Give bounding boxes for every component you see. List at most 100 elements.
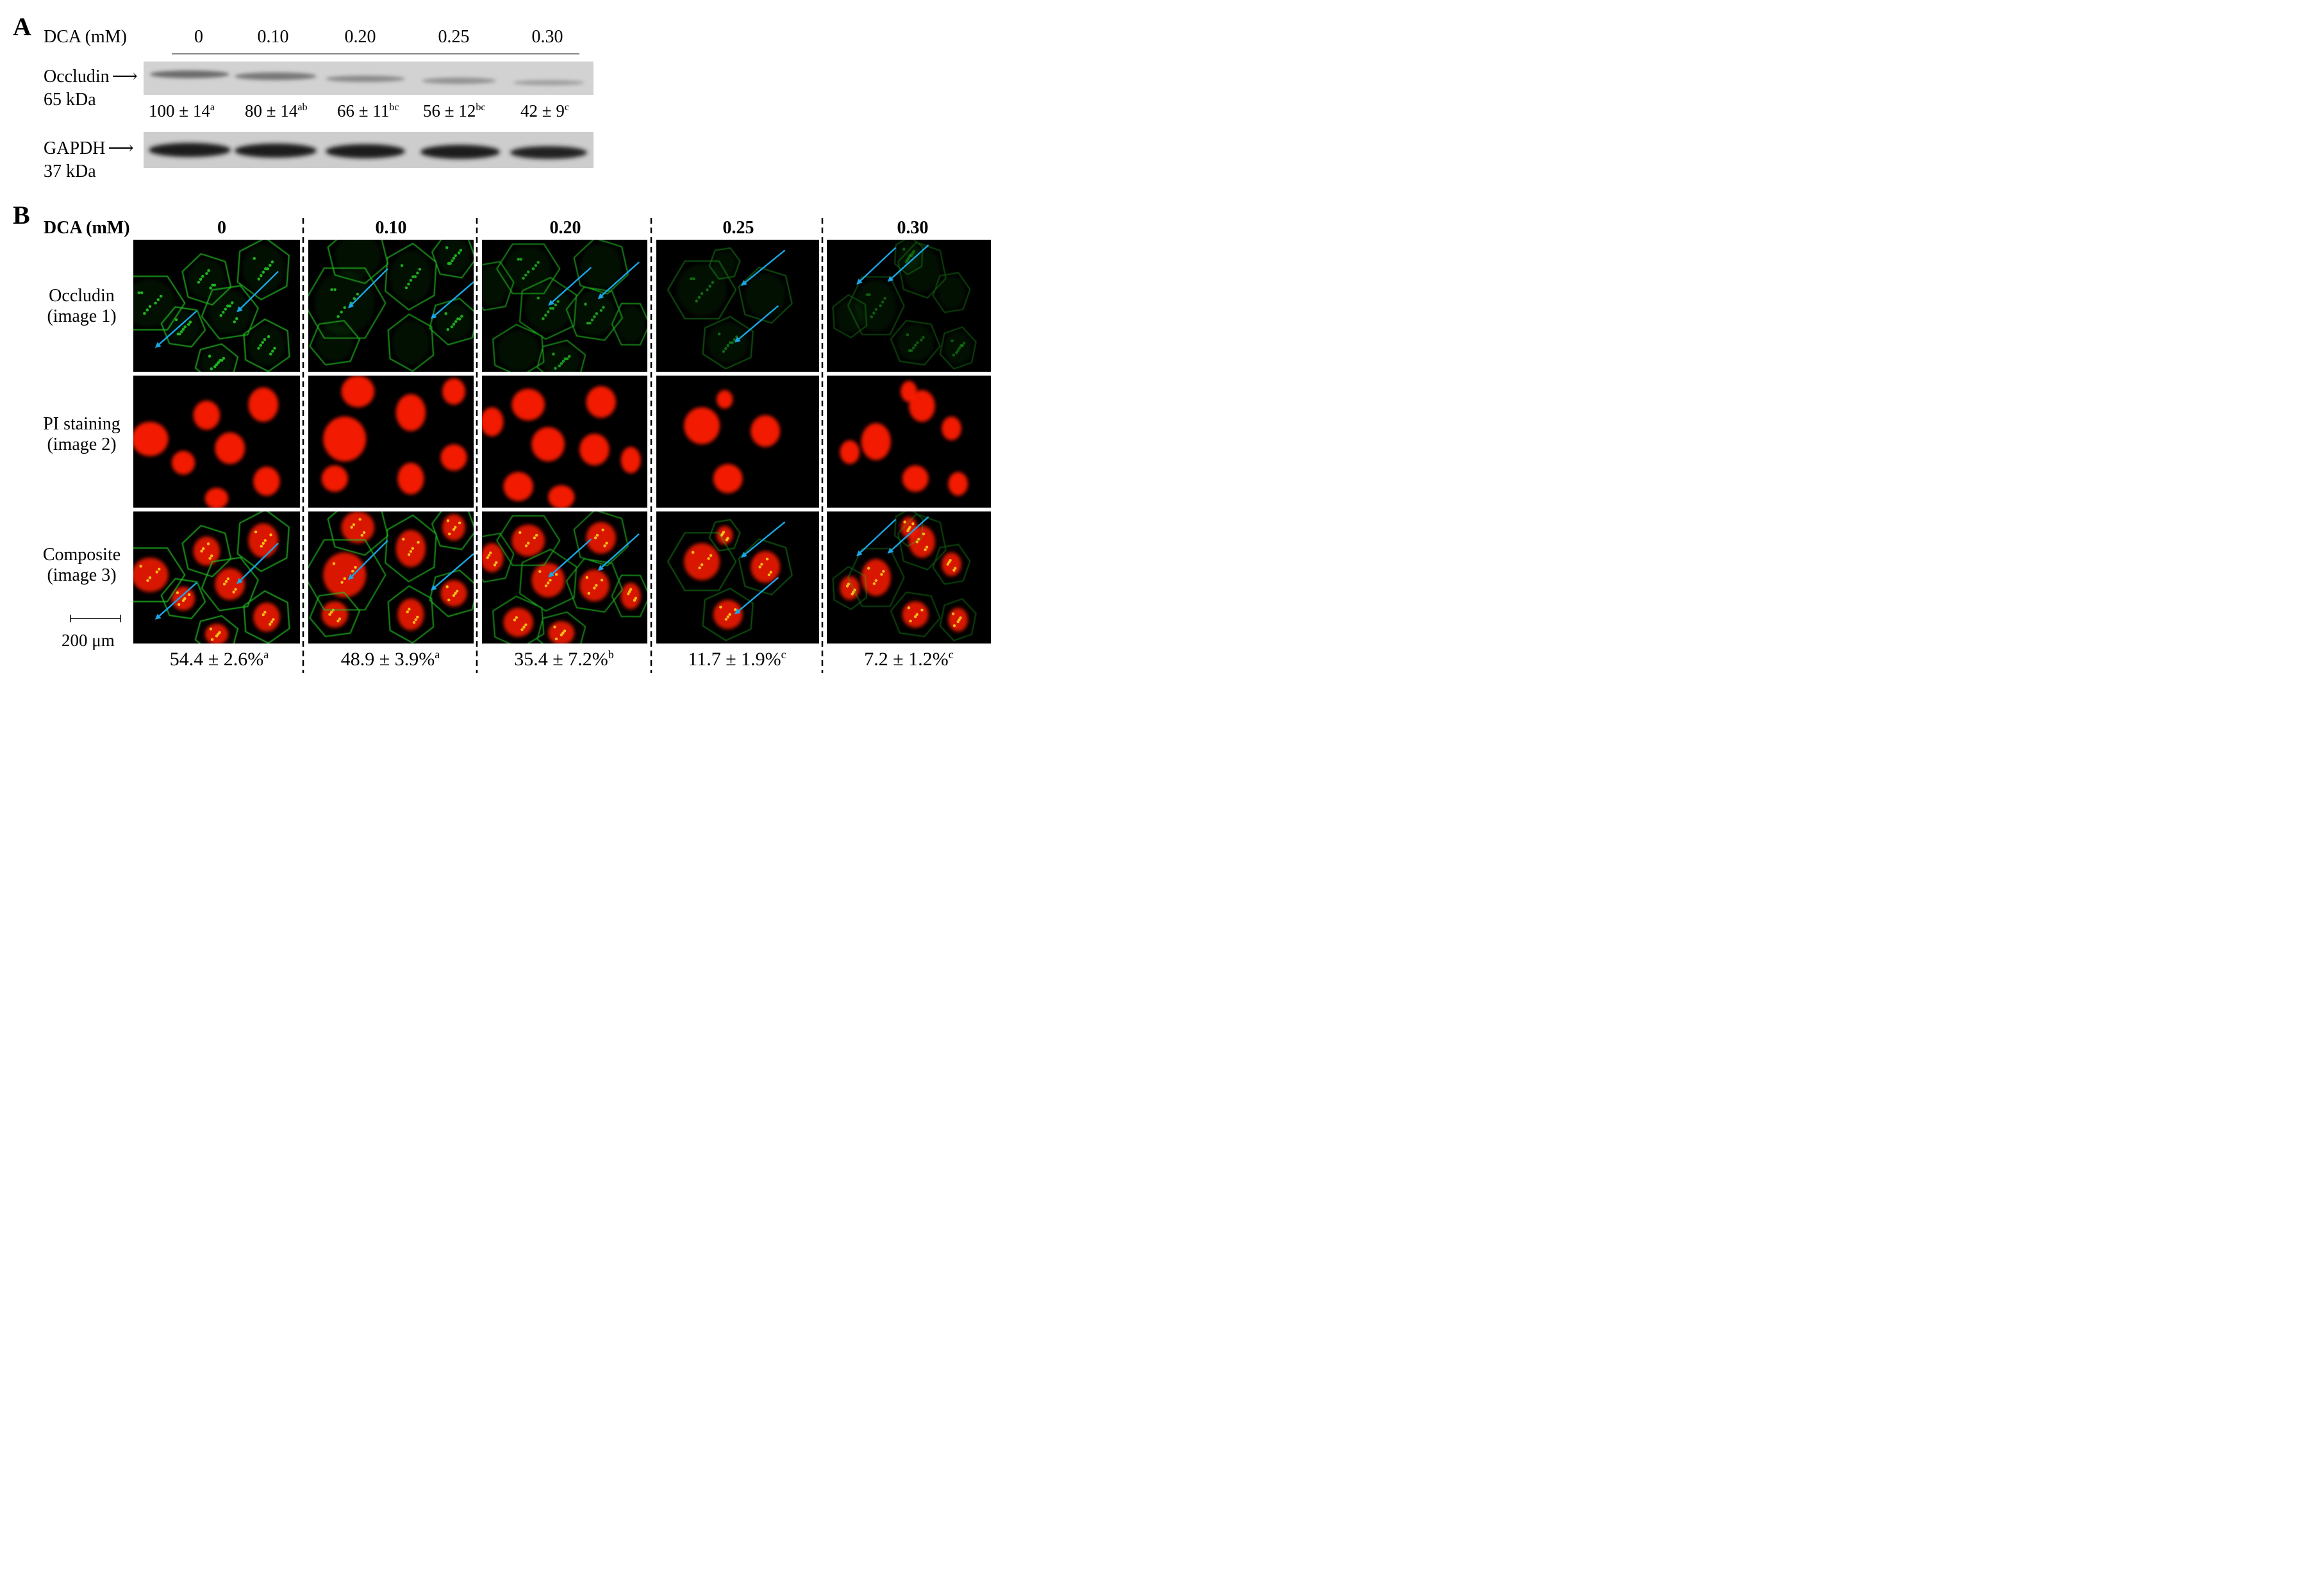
nucleus (253, 602, 280, 632)
nucleus (442, 514, 466, 541)
scale-bar (70, 615, 121, 622)
occludin-quant-3: 56 ± 12bc (423, 101, 486, 120)
nucleus (215, 432, 245, 465)
nucleus (713, 600, 743, 629)
nucleus (751, 551, 781, 583)
row-label-composite: Composite (image 3) (42, 545, 121, 585)
nucleus (579, 433, 610, 466)
nucleus (684, 543, 720, 581)
nucleus (215, 568, 245, 601)
arrow (433, 281, 474, 317)
nucleus (901, 381, 917, 403)
nucleus (193, 401, 220, 430)
occludin-quant-0: 100 ± 14a (149, 101, 215, 120)
percentage-4: 7.2 ± 1.2%c (864, 648, 954, 670)
occludin-micrograph-3 (656, 240, 819, 372)
occludin-blot-label: Occludin ⟶ (44, 67, 138, 87)
panel-b-letter: B (13, 201, 30, 229)
nucleus (909, 526, 935, 558)
composite-micrograph-0 (133, 511, 300, 644)
nucleus (942, 416, 961, 440)
scale-bar-label: 200 μm (62, 631, 115, 650)
nucleus (503, 608, 533, 637)
nucleus (948, 472, 968, 496)
nucleus (684, 407, 720, 445)
nucleus (133, 422, 169, 456)
arrow (157, 310, 197, 346)
nucleus (511, 388, 545, 421)
percentage-0: 54.4 ± 2.6%a (169, 648, 269, 670)
nucleus (341, 511, 375, 544)
gapdh-band-4 (510, 146, 587, 159)
panel-b-conc-4: 0.30 (897, 218, 929, 238)
nucleus (482, 407, 504, 436)
nucleus (503, 472, 533, 501)
arrow (238, 270, 279, 310)
nucleus (323, 416, 367, 461)
nucleus (395, 529, 426, 567)
pi-micrograph-4 (827, 376, 991, 508)
arrow (350, 268, 388, 306)
percentage-3: 11.7 ± 1.9%c (688, 648, 786, 670)
gapdh-kda: 37 kDa (44, 162, 96, 181)
nucleus (620, 583, 641, 610)
composite-micrograph-2 (482, 511, 647, 644)
occludin-micrograph-1 (308, 240, 474, 372)
nucleus (440, 580, 467, 607)
arrow (550, 538, 592, 576)
arrow (858, 519, 897, 554)
panel-a-conc-3: 0.25 (438, 27, 470, 47)
nucleus (248, 387, 279, 422)
nucleus (620, 447, 641, 474)
occludin-band-1 (235, 72, 317, 80)
occludin-quant-4: 42 ± 9c (520, 101, 570, 120)
panel-a-conc-2: 0.20 (344, 27, 376, 47)
pi-micrograph-2 (482, 376, 647, 508)
nucleus (397, 598, 424, 631)
panel-b-conc-0: 0 (217, 218, 226, 238)
pi-micrograph-0 (133, 376, 300, 508)
occludin-quant-2: 66 ± 11bc (337, 101, 399, 120)
gapdh-band-0 (149, 143, 231, 157)
composite-micrograph-1 (308, 511, 474, 644)
occludin-band-4 (513, 80, 585, 85)
arrow (736, 305, 779, 341)
nucleus (902, 601, 929, 628)
arrow (858, 247, 897, 283)
nucleus (586, 522, 616, 554)
occludin-blot (144, 62, 593, 95)
nucleus (395, 394, 426, 431)
arrow (736, 577, 779, 613)
row-label-pi: PI staining (image 2) (43, 414, 120, 454)
nucleus (323, 552, 367, 597)
arrow (890, 516, 929, 552)
nucleus (586, 386, 616, 418)
panel-b-conc-1: 0.10 (375, 218, 407, 238)
percentage-2: 35.4 ± 7.2%b (514, 648, 614, 670)
panel-a-conc-4: 0.30 (531, 27, 563, 47)
nucleus (193, 536, 220, 566)
panel-a-conc-0: 0 (194, 27, 203, 47)
nucleus (511, 524, 545, 557)
occludin-band-2 (326, 76, 405, 82)
nucleus (713, 464, 743, 494)
occludin-quant-1: 80 ± 14ab (245, 101, 308, 120)
arrow (433, 553, 474, 589)
row-label-occludin: Occludin (image 1) (47, 286, 117, 326)
nucleus (253, 467, 280, 496)
nucleus (840, 440, 860, 465)
column-separators (302, 218, 824, 673)
percentage-1: 48.9 ± 3.9%a (340, 648, 440, 670)
nucleus (440, 444, 467, 471)
nucleus (171, 451, 195, 475)
pi-micrograph-1 (308, 376, 474, 508)
panel-a-conc-1: 0.10 (257, 27, 289, 47)
nucleus (204, 488, 229, 508)
nucleus (942, 552, 961, 576)
occludin-micrograph-0 (133, 240, 300, 372)
arrow (743, 521, 786, 556)
occludin-band-0 (150, 71, 229, 78)
arrow (600, 533, 640, 569)
nucleus (902, 465, 929, 492)
arrow (238, 542, 279, 582)
